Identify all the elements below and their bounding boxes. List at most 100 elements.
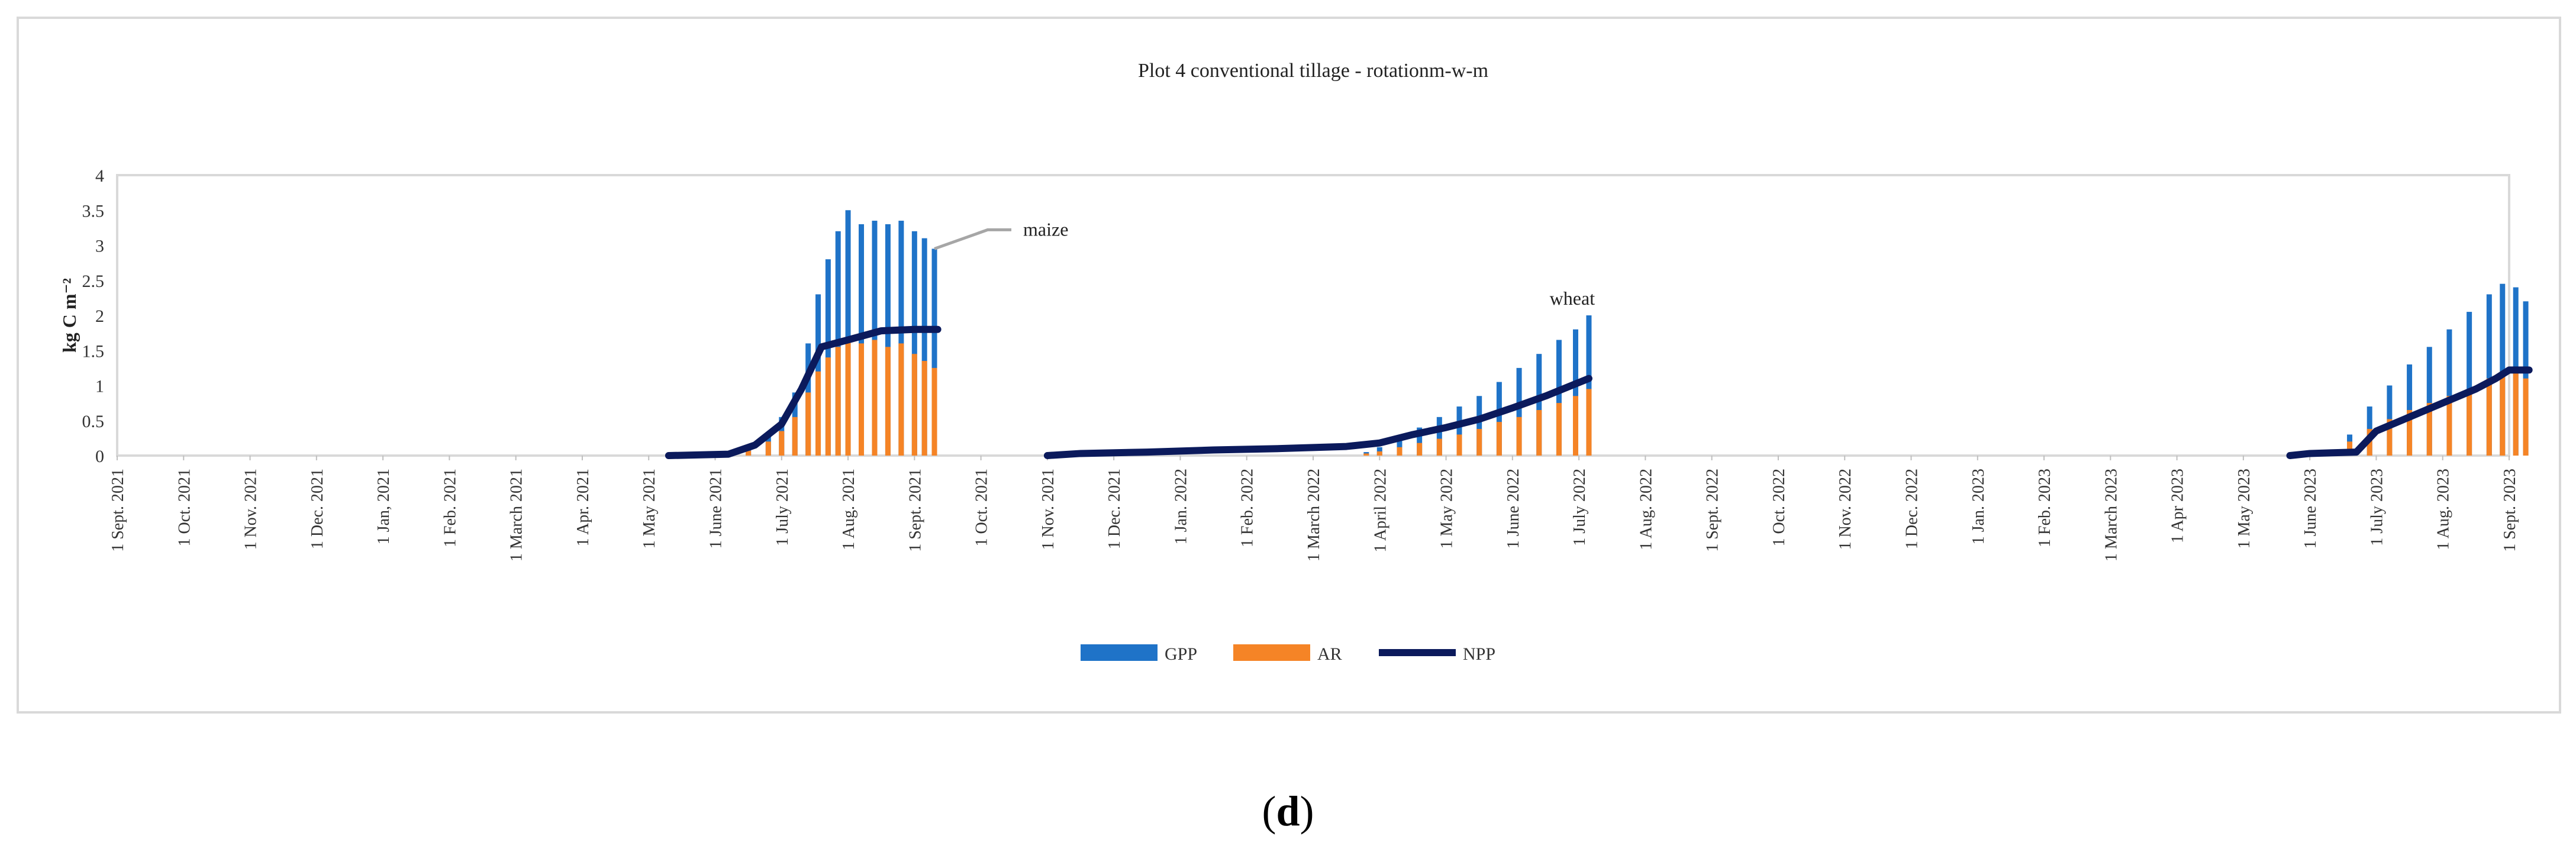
y-tick-label: 4	[95, 166, 104, 186]
legend-swatch-ar	[1233, 644, 1310, 661]
x-tick-label: 1 Aug. 2023	[2435, 469, 2453, 550]
ar-bar	[792, 417, 798, 456]
x-tick-label: 1 Jan. 2022	[1172, 469, 1190, 544]
x-tick-label: 1 May 2023	[2235, 469, 2253, 548]
npp-line	[665, 325, 942, 459]
ar-bar	[931, 367, 937, 456]
ar-bar	[859, 343, 865, 456]
gpp-bar	[1436, 417, 1442, 456]
y-tick-label: 2.5	[82, 272, 105, 291]
gpp-bar	[1536, 354, 1542, 456]
gpp-bar	[872, 221, 878, 456]
chart-frame	[17, 17, 2561, 714]
ar-bar	[2387, 419, 2393, 456]
gpp-bar	[911, 231, 917, 456]
gpp-bar	[1572, 329, 1578, 456]
legend-label-gpp: GPP	[1165, 644, 1197, 664]
x-tick-label: 1 July 2021	[773, 469, 792, 546]
ar-bar	[1397, 447, 1403, 456]
x-tick-label: 1 June 2021	[707, 469, 726, 548]
ar-bar	[2446, 396, 2452, 456]
ar-bar	[2523, 378, 2529, 456]
ar-bar	[1536, 409, 1542, 456]
gpp-bar	[1496, 382, 1502, 456]
gpp-bar	[2446, 329, 2452, 456]
ar-bar	[911, 354, 917, 456]
gpp-bar	[931, 248, 937, 456]
ar-bar	[779, 431, 785, 456]
gpp-bar	[845, 210, 851, 456]
x-tick-label: 1 Jan, 2021	[375, 469, 393, 544]
ar-bar	[2486, 378, 2492, 456]
ar-bar	[2500, 371, 2506, 456]
y-tick-label: 1.5	[82, 341, 105, 361]
y-tick-label: 3.5	[82, 201, 105, 221]
x-tick-label: 1 Feb. 2023	[2036, 469, 2054, 547]
annotation-maize: maize	[1023, 218, 1068, 240]
gpp-bar	[1586, 315, 1592, 456]
ar-bar	[1436, 438, 1442, 456]
ar-bar	[1572, 396, 1578, 456]
legend-label-npp: NPP	[1463, 644, 1495, 664]
ar-bar	[898, 343, 904, 456]
panel-label-letter: d	[1276, 788, 1300, 835]
legend-label-ar: AR	[1317, 644, 1342, 664]
x-tick-label: 1 Dec. 2021	[308, 469, 327, 549]
npp-line	[2286, 366, 2533, 459]
maize-callout-line	[934, 228, 1012, 250]
ar-bar	[2347, 441, 2353, 456]
ar-bar	[921, 361, 927, 456]
gpp-bar	[2467, 312, 2472, 456]
ar-bar	[2513, 371, 2519, 456]
gpp-bar	[1516, 367, 1522, 456]
ar-bar	[765, 441, 771, 456]
x-tick-label: 1 March 2022	[1305, 469, 1323, 561]
ar-bar	[825, 357, 831, 456]
x-tick-label: 1 May 2021	[640, 469, 659, 548]
x-tick-label: 1 April 2022	[1371, 469, 1389, 553]
panel-label: (d)	[1262, 788, 1314, 835]
x-tick-label: 1 Sept. 2021	[906, 469, 924, 552]
ar-bar	[2407, 409, 2413, 456]
gpp-bar	[1456, 406, 1462, 456]
ar-bar	[1456, 434, 1462, 456]
gpp-bar	[1476, 396, 1482, 456]
x-tick-label: 1 Aug. 2022	[1637, 469, 1655, 550]
gpp-bar	[2500, 283, 2506, 456]
ar-bar	[1496, 422, 1502, 456]
ar-bar	[805, 392, 811, 456]
plot-area	[116, 174, 2510, 457]
x-tick-label: 1 Oct. 2021	[175, 469, 194, 546]
x-tick-label: 1 Aug. 2021	[840, 469, 858, 550]
ar-bar	[1516, 417, 1522, 456]
gpp-bar	[2486, 294, 2492, 456]
y-tick-label: 3	[95, 237, 104, 256]
legend-swatch-gpp	[1081, 644, 1158, 661]
ar-bar	[1476, 428, 1482, 456]
y-tick-label: 2	[95, 306, 104, 326]
x-tick-label: 1 Feb. 2022	[1239, 469, 1257, 547]
x-tick-label: 1 Sept. 2021	[109, 469, 127, 552]
gpp-bar	[898, 221, 904, 456]
ar-bar	[845, 340, 851, 456]
x-tick-label: 1 May 2022	[1438, 469, 1456, 548]
x-tick-label: 1 Sept. 2022	[1704, 469, 1722, 552]
npp-line	[1043, 375, 1592, 459]
gpp-bar	[885, 224, 891, 456]
ar-bar	[1417, 443, 1423, 456]
gpp-bar	[1556, 340, 1562, 456]
gpp-bar	[1417, 427, 1423, 456]
x-tick-label: 1 Jan. 2023	[1969, 469, 1988, 544]
x-tick-label: 1 Oct. 2021	[973, 469, 991, 546]
y-tick-label: 0	[95, 447, 104, 466]
x-tick-label: 1 Apr 2023	[2169, 469, 2187, 543]
x-tick-label: 1 Feb. 2021	[441, 469, 459, 547]
ar-bar	[1363, 453, 1369, 456]
ar-bar	[885, 347, 891, 456]
gpp-bar	[921, 238, 927, 456]
x-tick-label: 1 Nov. 2022	[1836, 469, 1855, 550]
ar-bar	[815, 371, 821, 456]
x-tick-label: 1 Oct. 2022	[1770, 469, 1788, 546]
ar-bar	[835, 347, 841, 456]
